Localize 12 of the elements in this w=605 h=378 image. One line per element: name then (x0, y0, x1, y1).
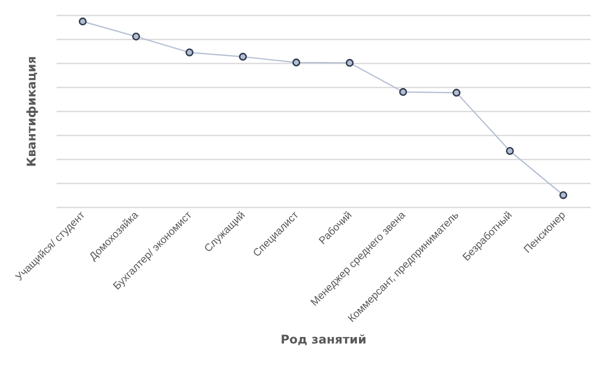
point (186, 48, 194, 56)
point (238, 52, 247, 61)
point (132, 32, 140, 40)
point (292, 58, 300, 66)
point (399, 88, 408, 96)
point (78, 18, 87, 26)
y-axis-title: Квантификация (24, 56, 38, 167)
point (452, 88, 460, 97)
point (346, 58, 354, 67)
point (506, 147, 514, 155)
x-axis-title: Род занятий (280, 332, 366, 346)
point (559, 191, 568, 200)
